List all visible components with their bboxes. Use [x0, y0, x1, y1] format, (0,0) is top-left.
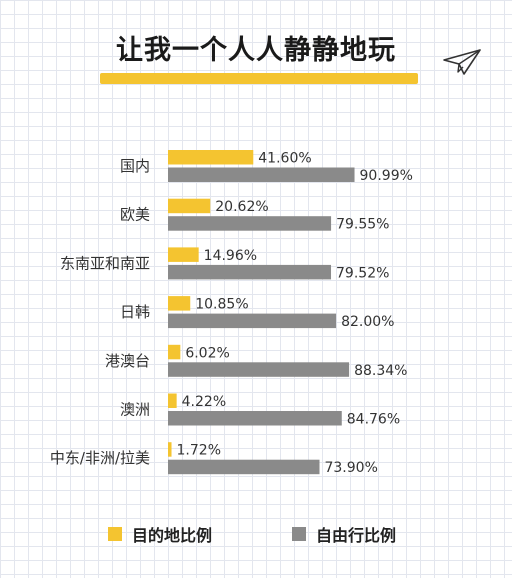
- bar-destination: [168, 393, 177, 408]
- legend-item-destination: 目的地比例: [108, 522, 212, 546]
- data-label-destination: 6.02%: [185, 345, 229, 361]
- legend-label-independent: 自由行比例: [316, 526, 397, 545]
- data-label-independent: 84.76%: [347, 412, 400, 428]
- bar-destination: [168, 150, 254, 165]
- bar-destination: [168, 247, 199, 262]
- data-label-destination: 20.62%: [215, 199, 268, 215]
- bar-independent: [168, 167, 355, 182]
- data-label-destination: 4.22%: [182, 394, 226, 410]
- data-label-independent: 88.34%: [354, 363, 407, 379]
- bar-destination: [168, 198, 211, 214]
- legend-swatch-independent: [292, 527, 306, 541]
- bar-independent: [168, 362, 350, 377]
- category-label: 澳洲: [120, 401, 150, 419]
- paper-plane-icon: [443, 49, 481, 75]
- category-label: 中东/非洲/拉美: [50, 449, 150, 467]
- data-label-independent: 73.90%: [324, 460, 377, 476]
- data-label-destination: 1.72%: [177, 443, 221, 459]
- bar-independent: [168, 459, 320, 475]
- legend-label-destination: 目的地比例: [132, 526, 213, 545]
- category-label: 国内: [120, 157, 150, 175]
- data-label-destination: 41.60%: [258, 151, 311, 167]
- bar-independent: [168, 264, 332, 280]
- bar-destination: [168, 296, 191, 311]
- legend-item-independent: 自由行比例: [292, 522, 396, 546]
- data-label-destination: 14.96%: [204, 248, 257, 264]
- category-label: 欧美: [120, 206, 150, 224]
- data-label-independent: 79.52%: [336, 265, 389, 281]
- data-label-independent: 90.99%: [360, 168, 413, 184]
- bar-independent: [168, 313, 337, 329]
- data-label-destination: 10.85%: [195, 297, 248, 313]
- bar-independent: [168, 216, 332, 231]
- bar-chart: 国内 41.60% 90.99% 欧美 20.62% 79.55% 东南亚和南亚 14.96%…: [50, 150, 413, 476]
- category-label: 东南亚和南亚: [60, 254, 150, 272]
- title-wrap: 让我一个人人静静地玩: [0, 28, 512, 67]
- category-label: 日韩: [120, 303, 150, 321]
- data-label-independent: 82.00%: [341, 314, 394, 330]
- category-label: 港澳台: [105, 352, 150, 370]
- data-label-independent: 79.55%: [336, 217, 389, 233]
- bar-independent: [168, 411, 342, 426]
- chart-title: 让我一个人人静静地玩: [116, 35, 396, 66]
- title-underline: [100, 73, 418, 84]
- bar-destination: [168, 344, 181, 360]
- legend-swatch-destination: [108, 527, 122, 541]
- bar-destination: [168, 442, 172, 457]
